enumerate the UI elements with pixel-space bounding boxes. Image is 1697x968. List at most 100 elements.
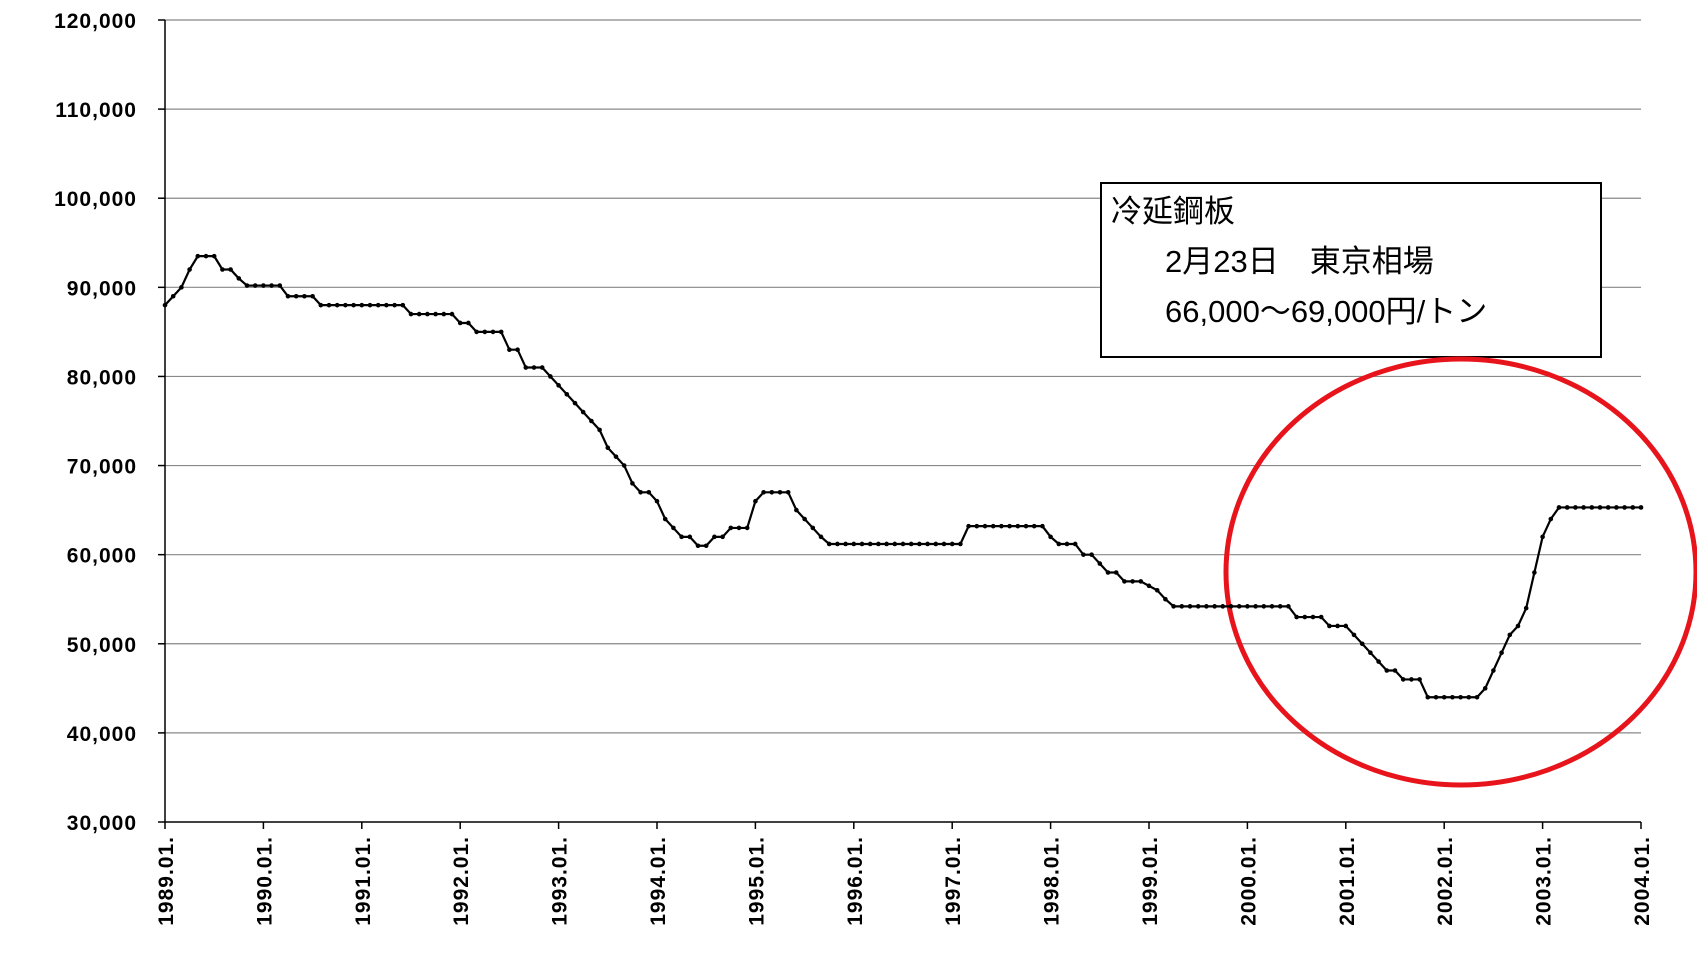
point — [1400, 677, 1406, 682]
point — [974, 523, 980, 529]
point — [507, 347, 512, 353]
point — [1491, 668, 1496, 673]
point — [1179, 604, 1185, 609]
point — [1302, 614, 1308, 620]
point — [744, 525, 750, 531]
point — [867, 541, 873, 547]
point — [1441, 694, 1447, 700]
x-tick-label: 1990.01. — [253, 836, 276, 926]
point — [1146, 583, 1152, 589]
point — [1187, 604, 1193, 609]
point — [1630, 505, 1636, 510]
point — [1007, 523, 1012, 529]
point — [1507, 632, 1513, 638]
point — [1310, 614, 1316, 620]
point — [785, 489, 791, 495]
x-tick-label: 2003.01. — [1533, 836, 1556, 926]
point — [277, 283, 283, 288]
point — [1368, 650, 1373, 655]
point — [580, 409, 586, 415]
point — [261, 283, 266, 288]
point — [982, 523, 988, 529]
point — [671, 525, 676, 531]
point — [826, 541, 832, 547]
point — [1589, 505, 1595, 510]
point — [498, 329, 504, 335]
point — [392, 302, 397, 308]
point — [892, 541, 898, 547]
point — [285, 293, 291, 299]
point — [1548, 516, 1554, 522]
point — [1130, 579, 1135, 584]
annotation-box — [1100, 182, 1602, 358]
x-tick-label: 2002.01. — [1434, 836, 1457, 926]
point — [187, 267, 192, 272]
point — [843, 541, 848, 547]
point — [1228, 604, 1234, 609]
point — [1392, 668, 1398, 673]
point — [1031, 523, 1037, 529]
x-tick-label: 1998.01. — [1041, 836, 1064, 926]
point — [1113, 570, 1119, 575]
point — [1335, 623, 1340, 629]
point — [1433, 694, 1439, 700]
y-tick-label: 90,000 — [67, 277, 137, 300]
point — [1163, 596, 1168, 602]
point — [425, 311, 430, 317]
point — [695, 543, 701, 549]
point — [343, 302, 348, 308]
point — [810, 525, 816, 531]
x-tick-label: 1989.01. — [155, 836, 178, 926]
point — [1261, 604, 1267, 609]
point — [220, 267, 225, 272]
point — [900, 541, 906, 547]
point — [1409, 677, 1414, 682]
point — [515, 347, 520, 353]
point — [1499, 650, 1504, 655]
x-tick-label: 2001.01. — [1336, 836, 1359, 926]
point — [1220, 604, 1226, 609]
point — [482, 329, 488, 335]
point — [1023, 523, 1029, 529]
x-tick-label: 1999.01. — [1139, 836, 1162, 926]
point — [1622, 505, 1627, 510]
annotation-title: 冷延鋼板 — [1111, 194, 1235, 229]
point — [933, 541, 939, 547]
point — [589, 418, 594, 424]
point — [310, 293, 315, 299]
point — [597, 427, 602, 433]
point — [1138, 579, 1144, 584]
y-tick-label: 60,000 — [67, 545, 137, 568]
point — [1515, 623, 1521, 629]
y-tick-label: 80,000 — [67, 366, 137, 389]
point — [1195, 604, 1201, 609]
x-tick-label: 1997.01. — [942, 836, 965, 926]
point — [1351, 632, 1357, 638]
point — [1638, 505, 1644, 510]
point — [384, 302, 389, 308]
point — [1204, 604, 1209, 609]
point — [613, 454, 619, 459]
point — [1097, 561, 1103, 566]
point — [712, 534, 717, 540]
point — [228, 267, 233, 272]
y-tick-label: 110,000 — [55, 99, 137, 122]
point — [1581, 505, 1586, 510]
x-tick-label: 1994.01. — [647, 836, 670, 926]
point — [1277, 604, 1283, 609]
point — [375, 302, 381, 308]
point — [1269, 604, 1275, 609]
y-tick-label: 70,000 — [67, 456, 137, 479]
point — [1532, 570, 1537, 575]
point — [203, 253, 209, 259]
point — [1171, 604, 1176, 609]
point — [1294, 614, 1299, 620]
point — [441, 311, 447, 317]
point — [1482, 686, 1488, 691]
point — [908, 541, 914, 547]
point — [531, 365, 537, 370]
point — [990, 523, 996, 529]
point — [1359, 641, 1365, 647]
highlight-ellipse — [1223, 356, 1697, 788]
